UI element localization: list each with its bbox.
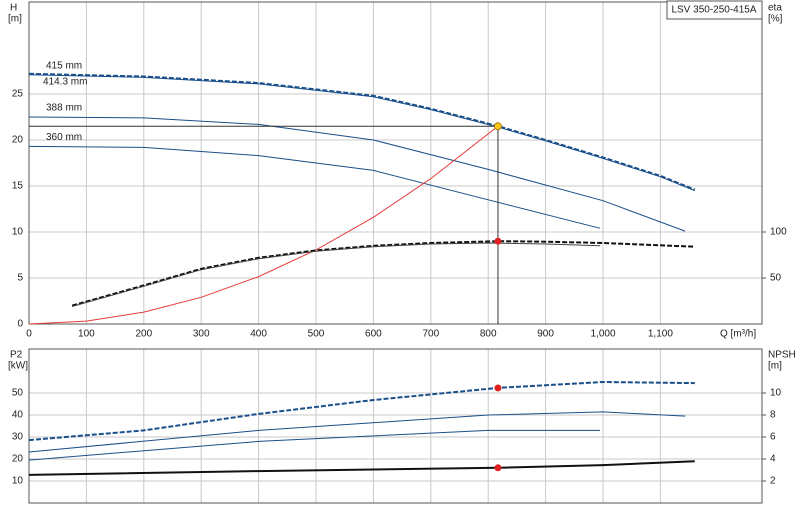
x-tick-label: 800 — [480, 329, 497, 340]
y-tick-label: 40 — [12, 410, 24, 421]
x-axis-label: Q [m³/h] — [720, 329, 756, 340]
curve-label: 388 mm — [46, 103, 82, 114]
x-tick-label: 0 — [26, 329, 32, 340]
x-tick-label: 1,000 — [590, 329, 615, 340]
model-box — [666, 0, 763, 20]
curve — [28, 411, 686, 453]
y-tick-label: 5 — [17, 273, 23, 284]
curve — [28, 145, 601, 229]
y-tick-label: 10 — [12, 476, 24, 487]
x-tick-label: 100 — [78, 329, 95, 340]
plot-frame — [28, 1, 763, 325]
y-axis-unit: [m] — [8, 14, 22, 25]
y2-tick-label: 4 — [770, 454, 776, 465]
duty-point — [494, 464, 502, 472]
y2-axis-unit: [m] — [768, 361, 782, 372]
duty-point — [494, 384, 502, 392]
curve — [28, 72, 696, 191]
y-tick-label: 15 — [12, 181, 24, 192]
y2-tick-label: 6 — [770, 432, 776, 443]
y-tick-label: 20 — [12, 135, 24, 146]
y2-axis-label: eta — [768, 3, 782, 14]
curve — [71, 240, 695, 307]
y-tick-label: 20 — [12, 454, 24, 465]
x-tick-label: 400 — [250, 329, 267, 340]
y-axis-label: H — [10, 3, 17, 14]
x-tick-label: 900 — [537, 329, 554, 340]
y2-axis-label: NPSH — [768, 350, 796, 361]
duty-point — [494, 122, 502, 131]
x-tick-label: 700 — [422, 329, 439, 340]
x-tick-label: 1,100 — [648, 329, 673, 340]
curve — [28, 116, 686, 232]
y2-tick-label: 50 — [770, 273, 782, 284]
y-tick-label: 25 — [12, 89, 24, 100]
y-tick-label: 50 — [12, 388, 24, 399]
y-tick-label: 10 — [12, 227, 24, 238]
curve — [28, 429, 601, 461]
curve — [28, 380, 695, 442]
curve — [28, 125, 499, 325]
y-tick-label: 30 — [12, 432, 24, 443]
curve-label: 414.3 mm — [43, 76, 87, 87]
model-label: LSV 350-250-415A — [671, 5, 756, 16]
curve-label: 360 mm — [46, 132, 82, 143]
y2-tick-label: 100 — [770, 227, 787, 238]
curve — [71, 242, 601, 307]
y2-tick-label: 10 — [770, 388, 782, 399]
y-tick-label: 0 — [17, 319, 23, 330]
curve-label: 415 mm — [46, 60, 82, 71]
y-axis-unit: [kW] — [8, 361, 28, 372]
curve — [28, 74, 695, 192]
y2-tick-label: 2 — [770, 476, 776, 487]
x-tick-label: 600 — [365, 329, 382, 340]
duty-point — [494, 237, 502, 245]
curve — [28, 460, 695, 476]
x-tick-label: 300 — [193, 329, 210, 340]
x-tick-label: 500 — [308, 329, 325, 340]
y2-axis-unit: [%] — [768, 14, 783, 25]
y-axis-label: P2 — [10, 350, 23, 361]
plot-frame — [28, 348, 763, 504]
x-tick-label: 200 — [135, 329, 152, 340]
y2-tick-label: 8 — [770, 410, 776, 421]
